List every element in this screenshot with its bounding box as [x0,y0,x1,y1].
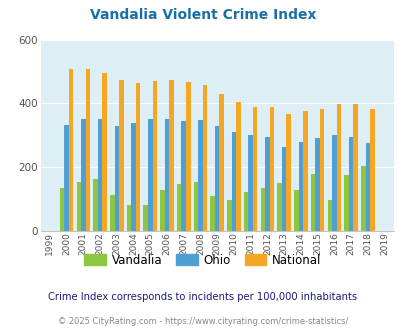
Bar [210,196,214,231]
Bar [236,102,240,231]
Bar [131,122,135,231]
Bar [310,174,315,231]
Bar [114,126,119,231]
Bar [248,135,252,231]
Bar [93,179,98,231]
Bar [315,139,319,231]
Bar [327,200,331,231]
Bar [164,119,169,231]
Text: © 2025 CityRating.com - https://www.cityrating.com/crime-statistics/: © 2025 CityRating.com - https://www.city… [58,317,347,326]
Bar [231,132,236,231]
Bar [169,80,173,231]
Bar [177,184,181,231]
Bar [185,82,190,231]
Bar [286,114,290,231]
Bar [243,192,248,231]
Bar [227,200,231,231]
Bar [352,104,357,231]
Bar [60,188,64,231]
Bar [160,189,164,231]
Bar [135,83,140,231]
Bar [64,125,68,231]
Bar [260,188,264,231]
Bar [143,206,148,231]
Bar [264,137,269,231]
Bar [152,82,157,231]
Bar [348,137,352,231]
Text: Crime Index corresponds to incidents per 100,000 inhabitants: Crime Index corresponds to incidents per… [48,292,357,302]
Bar [277,183,281,231]
Bar [102,73,107,231]
Legend: Vandalia, Ohio, National: Vandalia, Ohio, National [81,250,324,270]
Bar [214,126,219,231]
Bar [148,119,152,231]
Bar [68,69,73,231]
Bar [202,85,207,231]
Bar [298,142,303,231]
Bar [269,107,273,231]
Bar [369,109,374,231]
Bar [81,119,85,231]
Bar [303,111,307,231]
Bar [76,182,81,231]
Bar [85,69,90,231]
Bar [119,81,123,231]
Bar [360,166,365,231]
Bar [110,195,114,231]
Bar [343,175,348,231]
Bar [331,135,336,231]
Bar [336,104,340,231]
Bar [365,143,369,231]
Text: Vandalia Violent Crime Index: Vandalia Violent Crime Index [90,8,315,22]
Bar [293,190,298,231]
Bar [98,119,102,231]
Bar [281,148,286,231]
Bar [219,94,224,231]
Bar [193,182,198,231]
Bar [198,120,202,231]
Bar [252,107,257,231]
Bar [126,206,131,231]
Bar [319,109,324,231]
Bar [181,121,185,231]
